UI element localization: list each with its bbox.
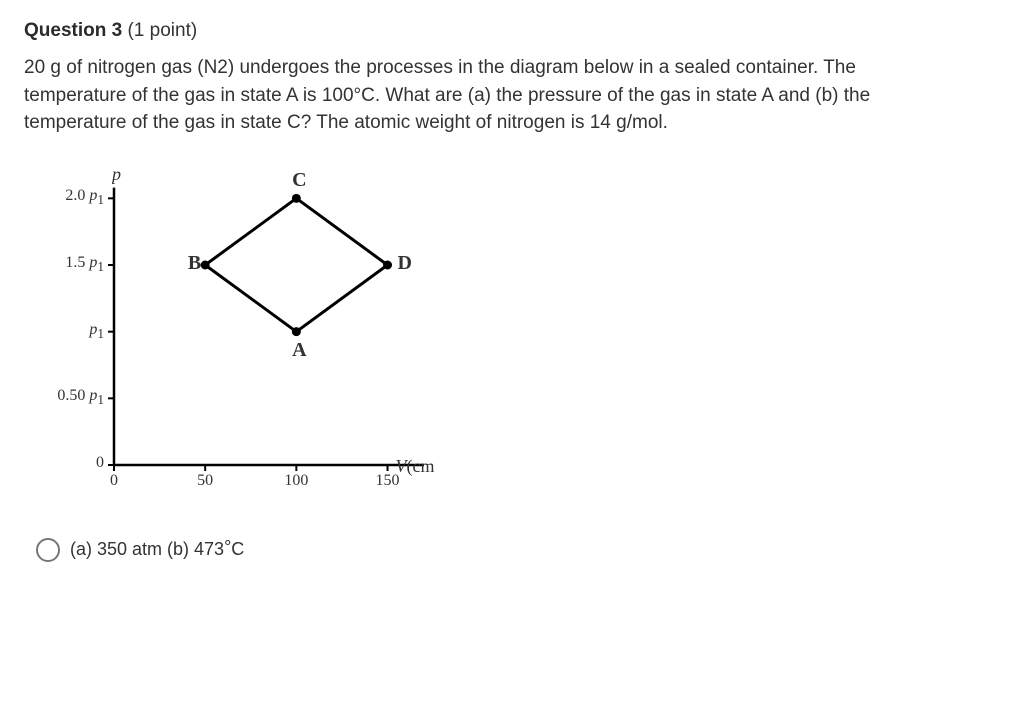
question-points: (1 point) xyxy=(127,20,197,41)
option-text: (a) 350 atm (b) 473°C xyxy=(70,539,244,560)
answer-option[interactable]: (a) 350 atm (b) 473°C xyxy=(36,538,1000,562)
question-number: Question 3 xyxy=(24,20,122,41)
radio-icon[interactable] xyxy=(36,538,60,562)
pv-diagram: 00.50 p1p11.5 p12.0 p1p050100150V(cm3)AB… xyxy=(34,165,1000,510)
question-header: Question 3 (1 point) xyxy=(24,20,1000,42)
question-body: 20 g of nitrogen gas (N2) undergoes the … xyxy=(24,54,904,137)
